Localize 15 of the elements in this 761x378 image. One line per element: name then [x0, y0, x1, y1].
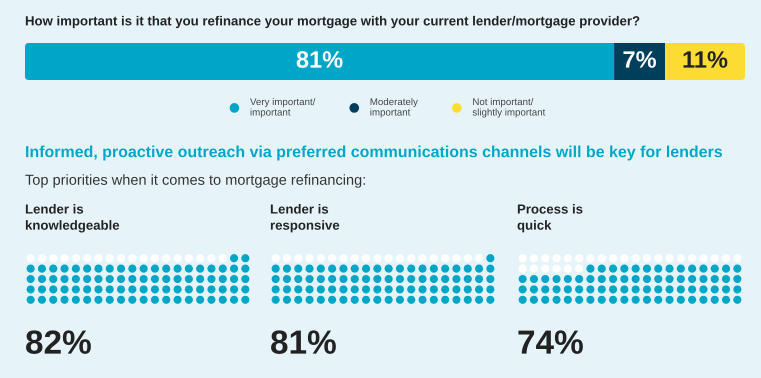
legend-label: Not important/ slightly important — [472, 98, 546, 118]
chart-title: How important is it that you refinance your mortgage with your current lender/mortgage provider? — [26, 16, 640, 28]
text: Lender is knowledgeable — [26, 204, 120, 232]
data-label: 82% — [26, 330, 91, 354]
data-label: 81% — [296, 51, 343, 68]
data-label: 7% — [623, 51, 656, 68]
text: Lender is responsive — [270, 204, 340, 232]
data-label: 74% — [518, 330, 583, 354]
text: Informed, proactive outreach via preferred communications channels will be key for lenders — [26, 146, 722, 160]
legend-label: Very important/ important — [250, 98, 316, 118]
text: Top priorities when it comes to mortgage refinancing: — [25, 174, 365, 188]
data-label: 81% — [271, 330, 336, 354]
text: Process is quick — [518, 204, 582, 232]
legend-label: Moderately important — [370, 98, 418, 118]
data-label: 11% — [684, 51, 728, 68]
